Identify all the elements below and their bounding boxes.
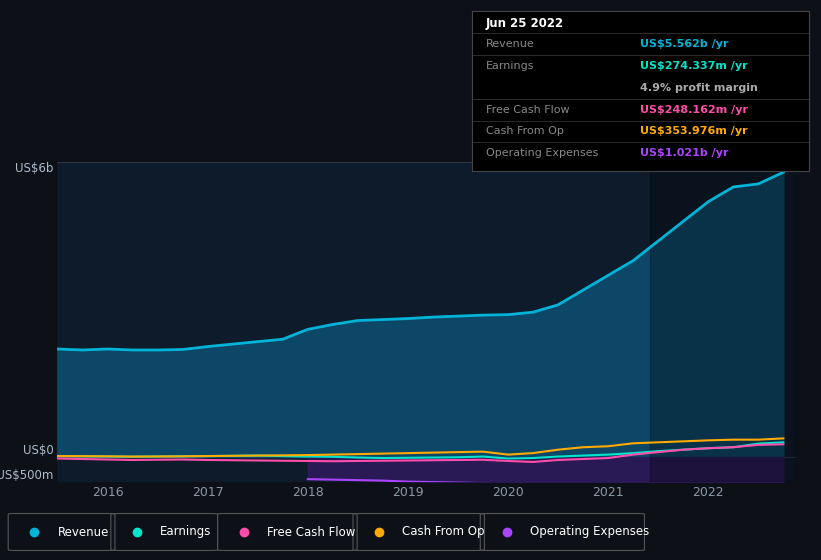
Text: US$5.562b /yr: US$5.562b /yr [640,39,729,49]
Text: Free Cash Flow: Free Cash Flow [485,105,569,115]
Text: Cash From Op: Cash From Op [485,127,563,137]
Text: Earnings: Earnings [485,61,534,71]
Text: US$248.162m /yr: US$248.162m /yr [640,105,749,115]
Text: US$353.976m /yr: US$353.976m /yr [640,127,748,137]
Text: Operating Expenses: Operating Expenses [485,148,598,158]
Text: Cash From Op: Cash From Op [402,525,484,539]
Text: US$6b: US$6b [16,162,54,175]
Text: US$0: US$0 [23,444,54,457]
Text: Jun 25 2022: Jun 25 2022 [485,17,564,30]
Text: US$1.021b /yr: US$1.021b /yr [640,148,729,158]
Bar [650,162,796,482]
Text: US$274.337m /yr: US$274.337m /yr [640,61,748,71]
Text: Earnings: Earnings [160,525,212,539]
Text: 4.9% profit margin: 4.9% profit margin [640,83,759,93]
Text: Revenue: Revenue [57,525,109,539]
Text: Operating Expenses: Operating Expenses [530,525,649,539]
Text: Revenue: Revenue [485,39,534,49]
Text: -US$500m: -US$500m [0,469,54,482]
Text: Free Cash Flow: Free Cash Flow [267,525,355,539]
